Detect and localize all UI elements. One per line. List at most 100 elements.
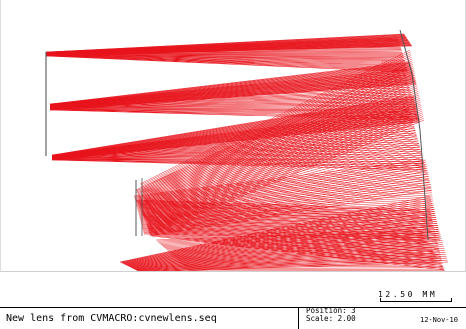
ray-bundle-cross — [142, 60, 413, 192]
ray-fan-bottom — [175, 254, 436, 260]
ray-bundle-cross — [133, 159, 427, 197]
ray-fan-bottom — [140, 208, 434, 226]
ray-fan-middle — [49, 70, 413, 107]
ray-trace-plot — [0, 0, 466, 272]
ray-bundle-cross — [151, 100, 421, 219]
ray-fan-middle — [49, 61, 411, 105]
ray-fan-upper — [45, 55, 408, 70]
ray-fan-middle — [49, 73, 414, 108]
ray-fan-lower — [51, 106, 417, 158]
ray-fan-upper — [45, 54, 405, 62]
ray-fan-bottom — [139, 208, 434, 225]
ray-fan-bottom — [182, 263, 441, 266]
ray-bundle-cross — [136, 72, 399, 192]
ray-fan-bottom — [165, 241, 428, 250]
ray-fan-upper — [45, 41, 410, 55]
ray-fan-middle — [49, 65, 412, 106]
ray-fan-bottom — [158, 232, 422, 243]
ray-fan-bottom — [167, 244, 430, 252]
ray-bundle-cross — [136, 176, 429, 205]
ray-fan-bottom — [122, 205, 433, 264]
ray-fan-bottom — [159, 234, 423, 244]
ray-bundle-cross — [155, 117, 424, 232]
ray-fan-lower — [51, 158, 424, 160]
ray-bundle-cross — [148, 178, 429, 233]
ray-fan-bottom — [127, 220, 437, 267]
ray-fan-upper — [45, 38, 408, 54]
ray-fan-middle — [49, 73, 414, 108]
ray-fan-bottom — [137, 202, 432, 215]
title-block-divider — [298, 308, 299, 329]
ray-fan-middle — [49, 67, 412, 106]
ray-fan-middle — [49, 72, 413, 108]
ray-fan-bottom — [155, 229, 421, 241]
ray-bundle-cross — [137, 83, 402, 196]
ray-fan-upper — [45, 34, 405, 53]
ray-fan-lower — [51, 107, 417, 158]
ray-bundle-cross — [139, 102, 408, 203]
ray-bundle-cross — [140, 107, 409, 205]
ray-bundle-cross — [137, 80, 402, 195]
ray-fan-lower — [51, 153, 422, 159]
ray-bundle-cross — [138, 88, 404, 198]
ray-fan-bottom — [181, 261, 440, 265]
ray-fan-middle — [49, 81, 416, 110]
ray-fan-bottom — [126, 217, 436, 266]
ray-fan-bottom — [179, 258, 438, 263]
ray-fan-bottom — [140, 209, 434, 228]
ray-bundle-cross — [144, 69, 414, 198]
ray-fan-lower — [51, 151, 422, 159]
ray-fan-lower — [51, 101, 416, 157]
ray-fan-bottom — [185, 265, 443, 268]
ray-fan-bottom — [170, 247, 431, 254]
ray-fan-upper — [45, 45, 413, 57]
ray-fan-upper — [45, 54, 405, 61]
ray-fan-bottom — [166, 242, 429, 251]
scale-bar-tick-right — [451, 298, 452, 301]
ray-fan-bottom — [160, 235, 424, 245]
ray-fan-lower — [51, 159, 427, 171]
ray-fan-middle — [49, 71, 413, 107]
ray-fan-upper — [45, 55, 407, 68]
ray-bundle-cross — [152, 103, 421, 222]
ray-fan-bottom — [136, 201, 431, 214]
ray-fan-lower — [51, 102, 416, 157]
ray-fan-bottom — [184, 264, 442, 267]
ray-fan-middle — [49, 66, 412, 106]
ray-bundle-cross — [147, 82, 417, 207]
ray-fan-middle — [49, 63, 411, 105]
ray-fan-upper — [45, 54, 404, 59]
ray-fan-bottom — [157, 231, 421, 242]
ray-fan-lower — [51, 140, 419, 158]
ray-fan-bottom — [137, 203, 432, 217]
ray-bundle-cross — [141, 55, 412, 188]
scale-text: Scale: 2.00 — [306, 314, 356, 323]
ray-fan-bottom — [131, 232, 441, 268]
ray-fan-lower — [51, 110, 418, 159]
scale-bar — [380, 301, 452, 302]
ray-fan-middle — [49, 77, 415, 109]
ray-bundle-cross — [134, 161, 427, 198]
ray-fan-upper — [45, 34, 405, 53]
ray-fan-bottom — [120, 197, 431, 263]
mirror-edge — [399, 29, 413, 75]
ray-fan-upper — [45, 55, 407, 67]
ray-bundle-cross — [146, 78, 416, 204]
ray-fan-upper — [45, 44, 411, 56]
ray-fan-middle — [49, 64, 411, 106]
ray-bundle-cross — [136, 77, 401, 194]
ray-bundle-cross — [142, 62, 413, 193]
ray-fan-middle — [49, 69, 413, 107]
ray-fan-lower — [51, 104, 417, 157]
ray-fan-upper — [45, 54, 406, 65]
ray-fan-lower — [51, 102, 416, 157]
ray-fan-middle — [49, 67, 412, 106]
ray-fan-upper — [45, 37, 407, 54]
ray-bundle-cross — [155, 119, 425, 233]
ray-fan-middle — [49, 80, 416, 110]
mirror-edge — [419, 129, 425, 185]
ray-fan-lower — [51, 115, 419, 160]
ray-bundle-cross — [139, 99, 407, 202]
ray-bundle-cross — [134, 163, 427, 199]
